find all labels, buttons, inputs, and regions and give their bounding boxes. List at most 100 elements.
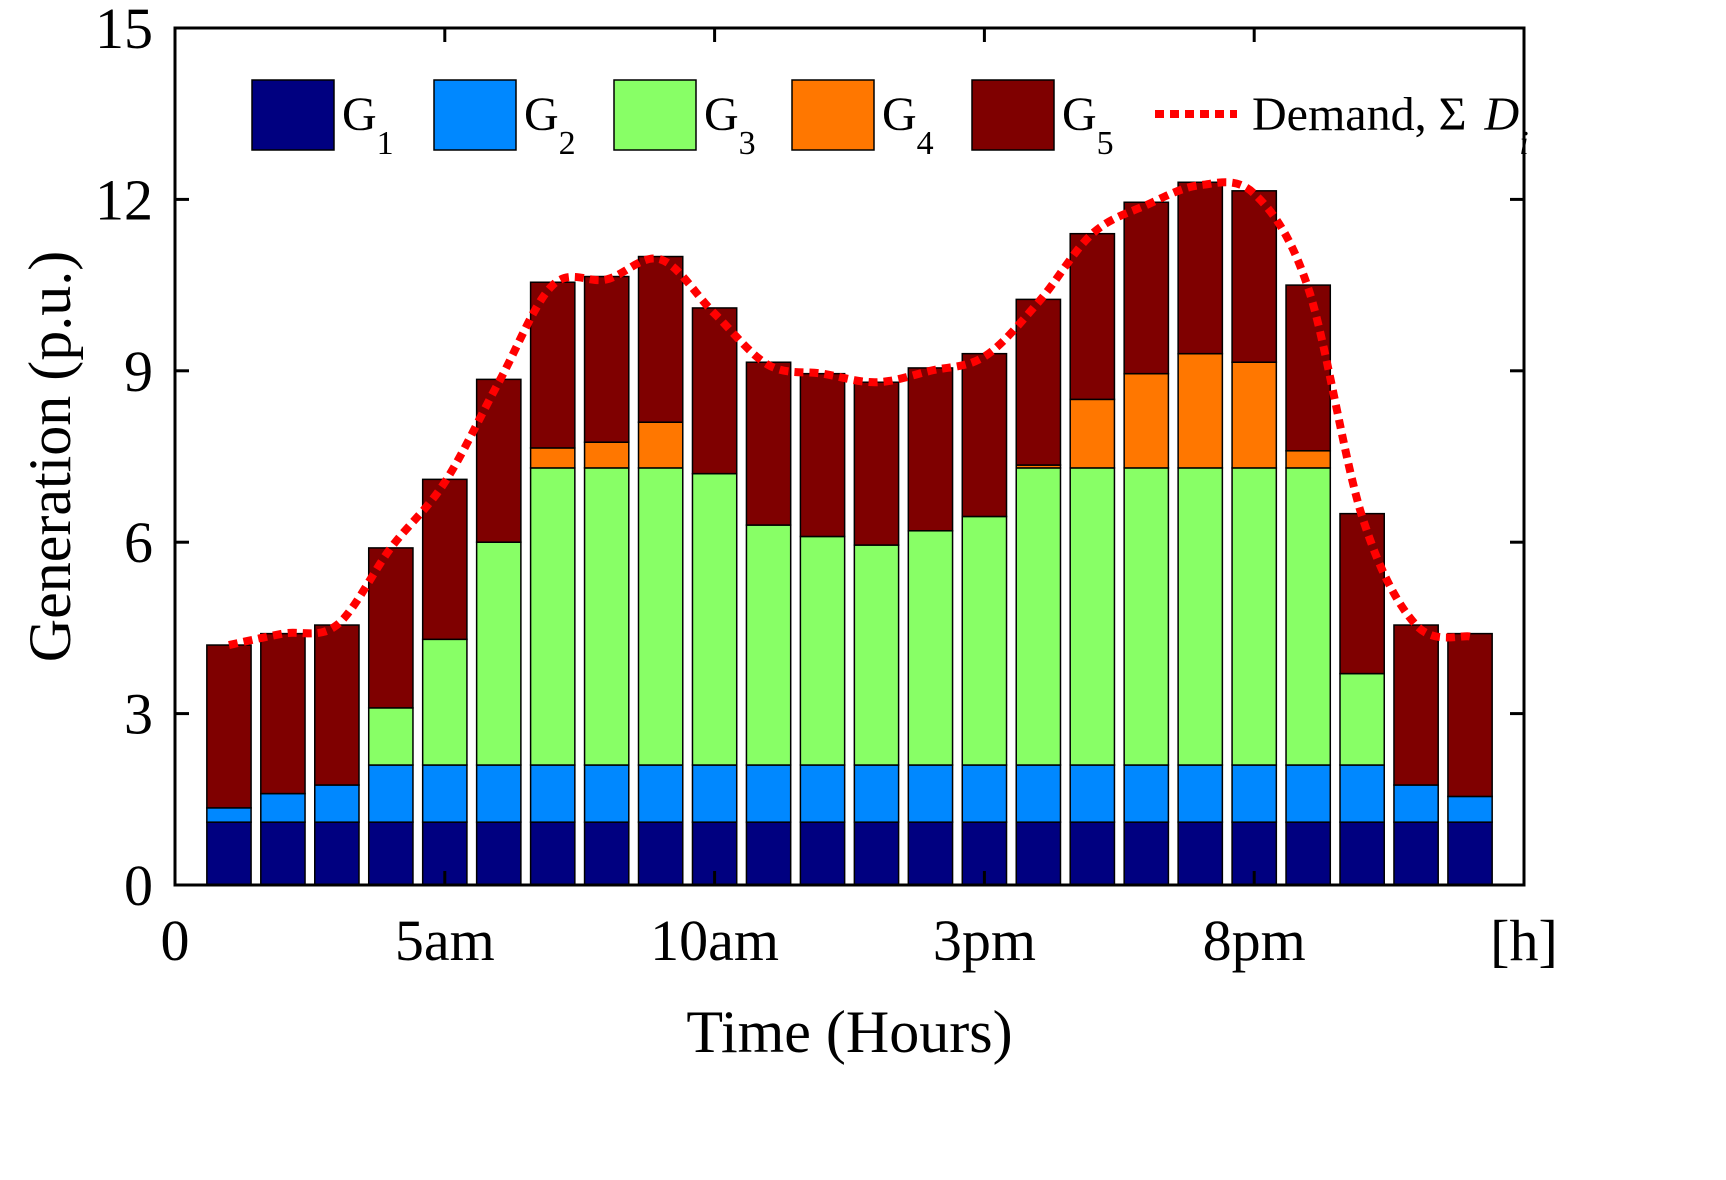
demand-line bbox=[228, 178, 1471, 649]
bar-g5-hour-21 bbox=[1285, 284, 1332, 452]
bar-g1-hour-21 bbox=[1285, 821, 1332, 886]
bar-g1-hour-7 bbox=[529, 821, 576, 886]
bar-g1-hour-11 bbox=[745, 821, 792, 886]
bar-g5-hour-4 bbox=[367, 547, 414, 709]
bar-g2-hour-7 bbox=[529, 764, 576, 823]
legend-label-g2: G2 bbox=[524, 88, 576, 162]
bar-g2-hour-10 bbox=[691, 764, 738, 823]
bars-layer bbox=[206, 181, 1493, 886]
bar-g2-hour-8 bbox=[583, 764, 630, 823]
bar-g2-hour-2 bbox=[260, 792, 306, 823]
bar-g1-hour-23 bbox=[1393, 821, 1439, 886]
bar-g2-hour-14 bbox=[907, 764, 954, 823]
bar-g1-hour-24 bbox=[1447, 821, 1493, 886]
bar-g1-hour-14 bbox=[907, 821, 954, 886]
bar-g2-hour-1 bbox=[206, 807, 252, 823]
bar-g2-hour-15 bbox=[961, 764, 1008, 823]
bar-g3-hour-22 bbox=[1339, 672, 1385, 766]
bar-g1-hour-1 bbox=[206, 821, 252, 886]
bar-g5-hour-11 bbox=[745, 361, 792, 526]
bar-g3-hour-17 bbox=[1069, 467, 1116, 766]
bar-g2-hour-9 bbox=[637, 764, 684, 823]
bar-g5-hour-20 bbox=[1231, 190, 1278, 363]
bar-g2-hour-11 bbox=[745, 764, 792, 823]
y-tick-label: 9 bbox=[124, 339, 153, 404]
bar-g1-hour-13 bbox=[853, 821, 900, 886]
bar-g5-hour-5 bbox=[421, 478, 468, 641]
legend-swatch-g2 bbox=[433, 79, 517, 151]
y-axis-label: Generation (p.u.) bbox=[17, 251, 83, 663]
plot-area-frame bbox=[173, 26, 1526, 887]
bar-g3-hour-11 bbox=[745, 524, 792, 766]
x-tick-label: 8pm bbox=[1203, 908, 1306, 973]
y-tick-label: 12 bbox=[95, 167, 153, 232]
bar-g1-hour-6 bbox=[475, 821, 522, 886]
bar-g3-hour-16 bbox=[1015, 467, 1062, 766]
bar-g4-hour-9 bbox=[637, 421, 684, 469]
bar-g3-hour-12 bbox=[799, 535, 846, 766]
bar-g1-hour-4 bbox=[367, 821, 414, 886]
x-tick-label: 10am bbox=[650, 908, 779, 973]
bar-g4-hour-19 bbox=[1177, 352, 1224, 469]
legend-swatch-g5 bbox=[971, 79, 1055, 151]
legend-swatch-g4 bbox=[791, 79, 875, 151]
bar-g1-hour-8 bbox=[583, 821, 630, 886]
bar-g1-hour-16 bbox=[1015, 821, 1062, 886]
bar-g2-hour-24 bbox=[1447, 795, 1493, 823]
bar-g2-hour-21 bbox=[1285, 764, 1332, 823]
bar-g5-hour-12 bbox=[799, 372, 846, 538]
bar-g5-hour-1 bbox=[206, 644, 252, 809]
bar-g5-hour-22 bbox=[1339, 512, 1385, 675]
bar-g3-hour-20 bbox=[1231, 467, 1278, 766]
bar-g3-hour-7 bbox=[529, 467, 576, 766]
x-tick-label: 0 bbox=[161, 908, 190, 973]
bar-g5-hour-14 bbox=[907, 367, 954, 532]
bar-g2-hour-12 bbox=[799, 764, 846, 823]
bar-g5-hour-2 bbox=[260, 632, 306, 795]
bar-g4-hour-7 bbox=[529, 447, 576, 469]
bar-g4-hour-17 bbox=[1069, 398, 1116, 469]
legend-label-g4: G4 bbox=[882, 88, 934, 162]
demand-line-layer bbox=[228, 178, 1471, 649]
axis-ticks bbox=[173, 26, 1526, 887]
bar-g1-hour-17 bbox=[1069, 821, 1116, 886]
x-tick-label: 5am bbox=[395, 908, 495, 973]
bar-g2-hour-19 bbox=[1177, 764, 1224, 823]
y-tick-label: 3 bbox=[124, 682, 153, 747]
bar-g5-hour-9 bbox=[637, 255, 684, 423]
bar-g1-hour-9 bbox=[637, 821, 684, 886]
x-axis-label: Time (Hours) bbox=[686, 999, 1012, 1065]
bar-g3-hour-5 bbox=[421, 638, 468, 766]
bar-g4-hour-21 bbox=[1285, 450, 1332, 469]
bar-g2-hour-20 bbox=[1231, 764, 1278, 823]
bar-g3-hour-6 bbox=[475, 541, 522, 766]
bar-g3-hour-21 bbox=[1285, 467, 1332, 766]
bar-g2-hour-18 bbox=[1123, 764, 1170, 823]
bar-g1-hour-22 bbox=[1339, 821, 1385, 886]
bar-g2-hour-13 bbox=[853, 764, 900, 823]
legend-label-demand: Demand, Σ Di bbox=[1252, 88, 1529, 162]
x-tick-label: [h] bbox=[1490, 908, 1558, 973]
x-tick-label: 3pm bbox=[933, 908, 1036, 973]
legend-swatch-g3 bbox=[613, 79, 697, 151]
bar-g1-hour-2 bbox=[260, 821, 306, 886]
bar-g5-hour-17 bbox=[1069, 232, 1116, 401]
bar-g5-hour-10 bbox=[691, 307, 738, 475]
bar-g3-hour-9 bbox=[637, 467, 684, 766]
bar-g2-hour-5 bbox=[421, 764, 468, 823]
bar-g2-hour-16 bbox=[1015, 764, 1062, 823]
bar-g3-hour-8 bbox=[583, 467, 630, 766]
bar-g2-hour-17 bbox=[1069, 764, 1116, 823]
legend: G1 G2 G3 G4 G5 Demand, Σ Di bbox=[251, 79, 1529, 162]
legend-label-g3: G3 bbox=[704, 88, 756, 162]
bar-g5-hour-15 bbox=[961, 352, 1008, 518]
y-tick-labels: 0 3 6 9 12 15 bbox=[95, 0, 153, 918]
bar-g1-hour-3 bbox=[314, 821, 360, 886]
legend-label-g1: G1 bbox=[342, 88, 394, 162]
bar-g1-hour-19 bbox=[1177, 821, 1224, 886]
bar-g5-hour-16 bbox=[1015, 298, 1062, 466]
x-tick-labels: 0 5am 10am 3pm 8pm [h] bbox=[161, 908, 1558, 973]
legend-swatch-g1 bbox=[251, 79, 335, 151]
bar-g3-hour-18 bbox=[1123, 467, 1170, 766]
